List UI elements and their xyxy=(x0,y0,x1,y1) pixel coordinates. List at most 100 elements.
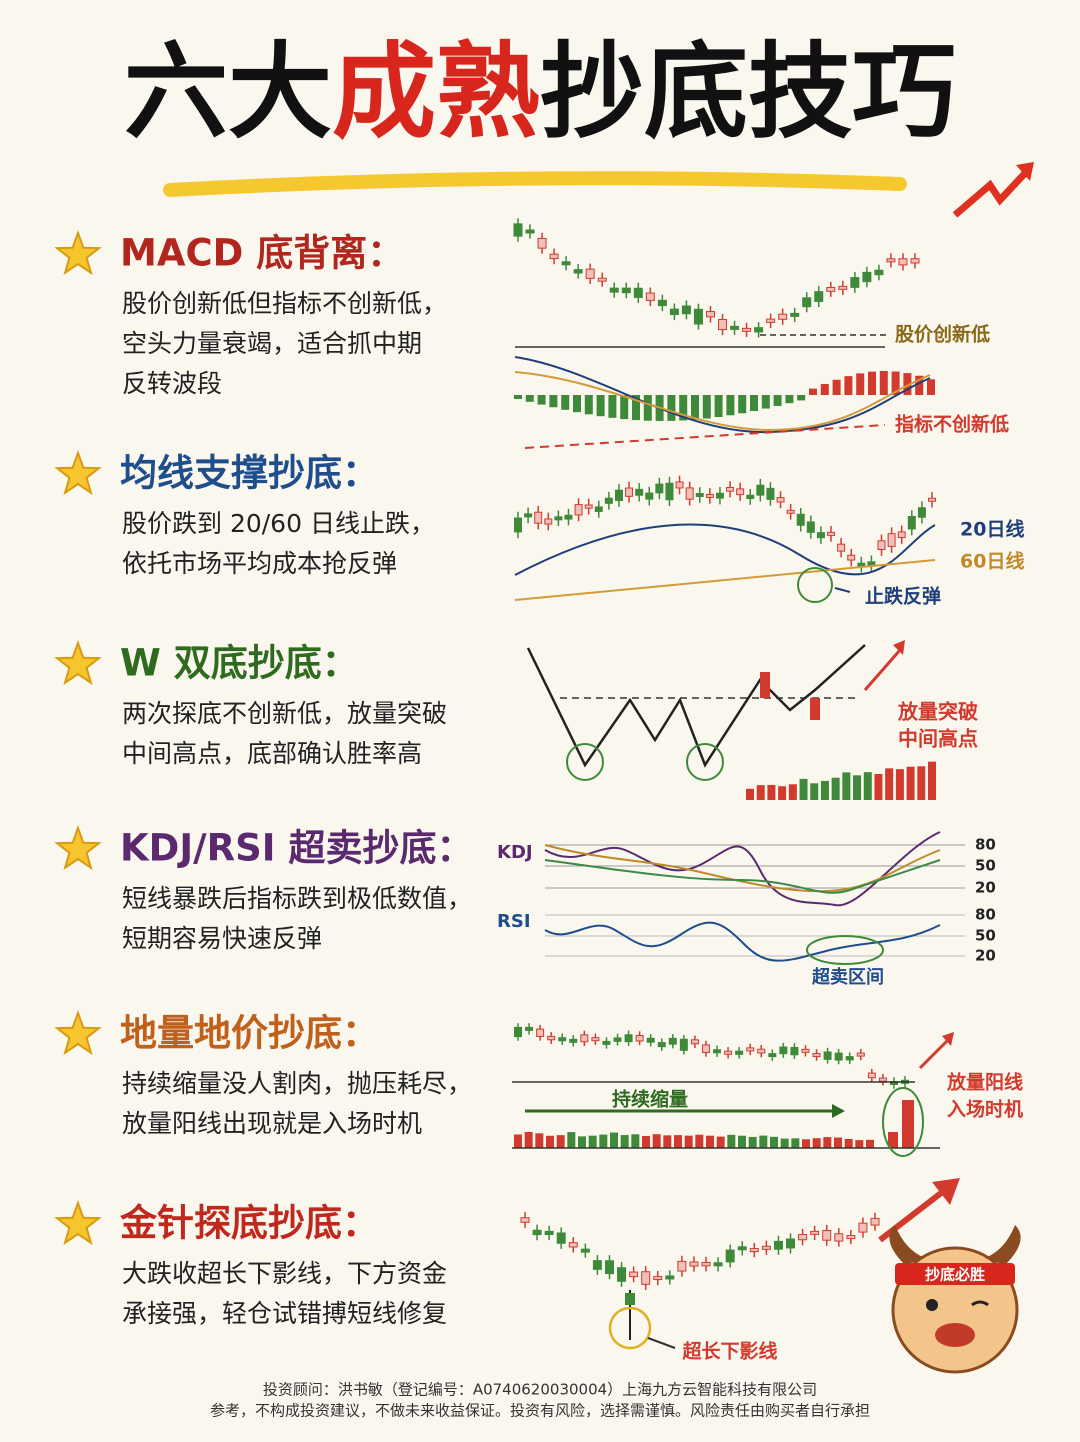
title-arrow-head xyxy=(1016,162,1034,181)
chart-label: 中间高点 xyxy=(898,727,978,751)
volume-bar xyxy=(812,1138,821,1148)
volume-bar xyxy=(906,766,915,800)
candle-body xyxy=(641,1271,651,1285)
section-text: 持续缩量没人割肉，抛压耗尽， xyxy=(122,1069,472,1098)
candle-body xyxy=(544,1230,554,1236)
arrow-head xyxy=(832,1104,845,1118)
mascot-eye xyxy=(971,1300,989,1307)
chart-line xyxy=(514,559,936,601)
chart-label: 入场时机 xyxy=(947,1099,1023,1121)
candle-body xyxy=(564,514,573,520)
star-icon xyxy=(54,1010,102,1056)
section-text: 依托市场平均成本抢反弹 xyxy=(122,549,397,578)
volume-bar xyxy=(888,1132,898,1148)
candle-body xyxy=(760,672,770,698)
candle-body xyxy=(532,1229,542,1236)
section-text: 短期容易快速反弹 xyxy=(122,924,322,953)
candle-body xyxy=(681,305,691,315)
chart-line xyxy=(544,859,941,894)
candle-body xyxy=(898,258,908,266)
section-text: 股价创新低但指标不创新低， xyxy=(122,289,447,318)
candle-body xyxy=(801,1048,810,1053)
volume-bar xyxy=(874,773,883,800)
candle-body xyxy=(558,1037,567,1042)
macd-bar xyxy=(537,395,546,405)
candle-body xyxy=(668,1037,677,1045)
volume-bar xyxy=(844,1138,853,1148)
volume-bar xyxy=(780,1138,789,1148)
chart-line xyxy=(863,649,902,691)
volume-bar xyxy=(535,1133,544,1148)
arrow-head xyxy=(932,1178,960,1205)
volume-bar xyxy=(652,1134,661,1148)
candle-body xyxy=(812,1053,821,1058)
candle-body xyxy=(715,492,724,499)
chart-line xyxy=(514,523,936,576)
macd-bar xyxy=(868,371,876,395)
candle-body xyxy=(633,287,643,298)
footer: 参考，不构成投资建议，不做未来收益保证。投资有风险，选择需谨慎。风险责任由购买者… xyxy=(210,1402,870,1420)
section-text: 短线暴跌后指标跌到极低数值， xyxy=(122,884,472,913)
title-part: 六大 xyxy=(124,31,332,153)
mascot-horn xyxy=(985,1225,1021,1265)
candle-body xyxy=(514,1026,522,1038)
candle-body xyxy=(878,1077,887,1082)
star-icon xyxy=(54,450,102,496)
candle-body xyxy=(665,482,674,501)
chart-label: 放量突破 xyxy=(897,700,978,724)
candle-body xyxy=(773,1240,783,1250)
candle-body xyxy=(657,1042,666,1048)
chart-label: 持续缩量 xyxy=(612,1088,688,1111)
section-heading: 地量地价抄底： xyxy=(120,1012,379,1055)
macd-bar xyxy=(832,379,841,395)
candle-body xyxy=(761,1245,771,1250)
candle-body xyxy=(756,484,765,496)
candle-body xyxy=(592,1260,602,1270)
star-icon xyxy=(54,230,102,276)
chart-line xyxy=(514,371,931,432)
candle-body xyxy=(766,318,776,323)
macd-bar xyxy=(632,395,640,421)
candle-body xyxy=(847,554,856,561)
candle-body xyxy=(834,1052,843,1061)
candle-body xyxy=(802,297,812,308)
star-icon xyxy=(54,1200,102,1246)
macd-bar xyxy=(561,395,570,410)
candle-body xyxy=(625,487,634,497)
star-icon xyxy=(54,640,102,686)
candle-body xyxy=(806,521,815,533)
candle-body xyxy=(520,1217,530,1223)
volume-bar xyxy=(917,766,926,800)
macd-bar xyxy=(549,395,558,408)
candle-body xyxy=(757,1048,766,1054)
section-heading: MACD 底背离： xyxy=(120,232,404,275)
candle-body xyxy=(655,483,664,494)
volume-bar xyxy=(695,1134,704,1148)
candle-body xyxy=(834,1233,844,1242)
candle-body xyxy=(569,1038,578,1043)
chart-line xyxy=(918,1038,950,1070)
arrow-head xyxy=(893,640,905,655)
highlight-circle xyxy=(566,743,604,781)
chart-label: 放量阳线 xyxy=(946,1071,1023,1094)
candle-body xyxy=(730,325,740,330)
chart-label: 股价创新低 xyxy=(895,323,990,346)
macd-bar xyxy=(785,395,794,404)
volume-bar xyxy=(727,1134,736,1148)
macd-bar xyxy=(514,395,522,399)
macd-bar xyxy=(691,395,699,420)
candle-body xyxy=(746,1047,755,1052)
candle-body xyxy=(534,511,543,524)
volume-bar xyxy=(866,1139,874,1148)
candle-body xyxy=(561,261,571,266)
chart-line xyxy=(647,1337,676,1349)
highlight-circle xyxy=(686,743,724,781)
candle-body xyxy=(705,493,714,498)
section-text: 大跌收超长下影线，下方资金 xyxy=(122,1259,447,1288)
candle-body xyxy=(573,269,583,274)
macd-bar xyxy=(915,375,924,395)
section-heading: W 双底抄底： xyxy=(120,642,359,685)
candle-body xyxy=(778,313,788,320)
title-arrow xyxy=(952,167,1031,218)
